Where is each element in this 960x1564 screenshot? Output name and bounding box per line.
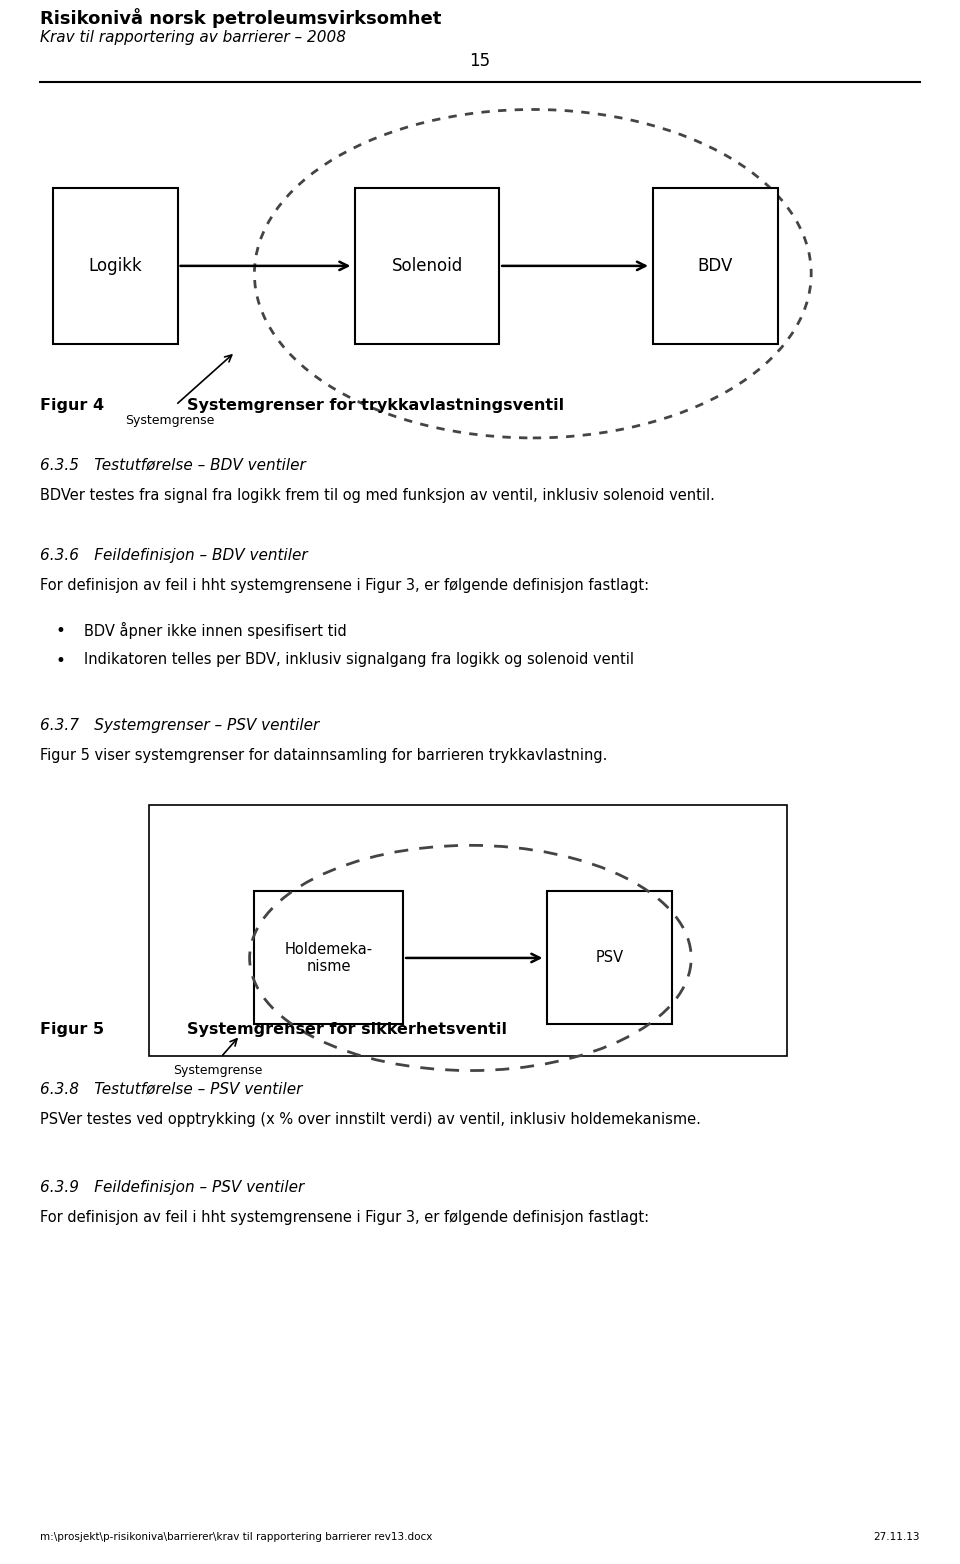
Text: Indikatoren telles per BDV, inklusiv signalgang fra logikk og solenoid ventil: Indikatoren telles per BDV, inklusiv sig… [84, 652, 635, 666]
Text: Systemgrenser for sikkerhetsventil: Systemgrenser for sikkerhetsventil [187, 1021, 507, 1037]
Text: BDV: BDV [698, 256, 732, 275]
Text: For definisjon av feil i hht systemgrensene i Figur 3, er følgende definisjon fa: For definisjon av feil i hht systemgrens… [40, 579, 650, 593]
Text: 6.3.6 Feildefinisjon – BDV ventiler: 6.3.6 Feildefinisjon – BDV ventiler [40, 547, 308, 563]
Text: 6.3.5 Testutførelse – BDV ventiler: 6.3.5 Testutførelse – BDV ventiler [40, 458, 306, 472]
Text: Figur 5 viser systemgrenser for datainnsamling for barrieren trykkavlastning.: Figur 5 viser systemgrenser for datainns… [40, 748, 608, 763]
Text: m:\prosjekt\p-risikoniva\barrierer\krav til rapportering barrierer rev13.docx: m:\prosjekt\p-risikoniva\barrierer\krav … [40, 1533, 433, 1542]
Text: Krav til rapportering av barrierer – 2008: Krav til rapportering av barrierer – 200… [40, 30, 347, 45]
Bar [355, 188, 499, 344]
Text: 27.11.13: 27.11.13 [874, 1533, 920, 1542]
Text: BDV åpner ikke innen spesifisert tid: BDV åpner ikke innen spesifisert tid [84, 622, 348, 640]
Text: PSVer testes ved opptrykking (x % over innstilt verdi) av ventil, inklusiv holde: PSVer testes ved opptrykking (x % over i… [40, 1112, 701, 1128]
Bar [653, 188, 778, 344]
Text: 6.3.7 Systemgrenser – PSV ventiler: 6.3.7 Systemgrenser – PSV ventiler [40, 718, 320, 734]
Bar [149, 805, 787, 1056]
Text: Logikk: Logikk [88, 256, 142, 275]
Bar [53, 188, 178, 344]
Text: Systemgrense: Systemgrense [125, 414, 214, 427]
Text: BDVer testes fra signal fra logikk frem til og med funksjon av ventil, inklusiv : BDVer testes fra signal fra logikk frem … [40, 488, 715, 504]
Bar [254, 891, 403, 1024]
Text: Holdemeka-
nisme: Holdemeka- nisme [285, 942, 372, 974]
Text: Figur 4: Figur 4 [40, 397, 105, 413]
Bar [547, 891, 672, 1024]
Text: Risikonivå norsk petroleumsvirksomhet: Risikonivå norsk petroleumsvirksomhet [40, 8, 442, 28]
Text: 15: 15 [469, 52, 491, 70]
Text: Figur 5: Figur 5 [40, 1021, 105, 1037]
Text: PSV: PSV [595, 951, 624, 965]
Text: •: • [56, 622, 65, 640]
Text: Systemgrense: Systemgrense [173, 1064, 262, 1076]
Text: For definisjon av feil i hht systemgrensene i Figur 3, er følgende definisjon fa: For definisjon av feil i hht systemgrens… [40, 1211, 650, 1225]
Text: Systemgrenser for trykkavlastningsventil: Systemgrenser for trykkavlastningsventil [187, 397, 564, 413]
Text: •: • [56, 652, 65, 669]
Text: 6.3.8 Testutførelse – PSV ventiler: 6.3.8 Testutførelse – PSV ventiler [40, 1082, 302, 1096]
Text: Solenoid: Solenoid [392, 256, 463, 275]
Text: 6.3.9 Feildefinisjon – PSV ventiler: 6.3.9 Feildefinisjon – PSV ventiler [40, 1179, 304, 1195]
